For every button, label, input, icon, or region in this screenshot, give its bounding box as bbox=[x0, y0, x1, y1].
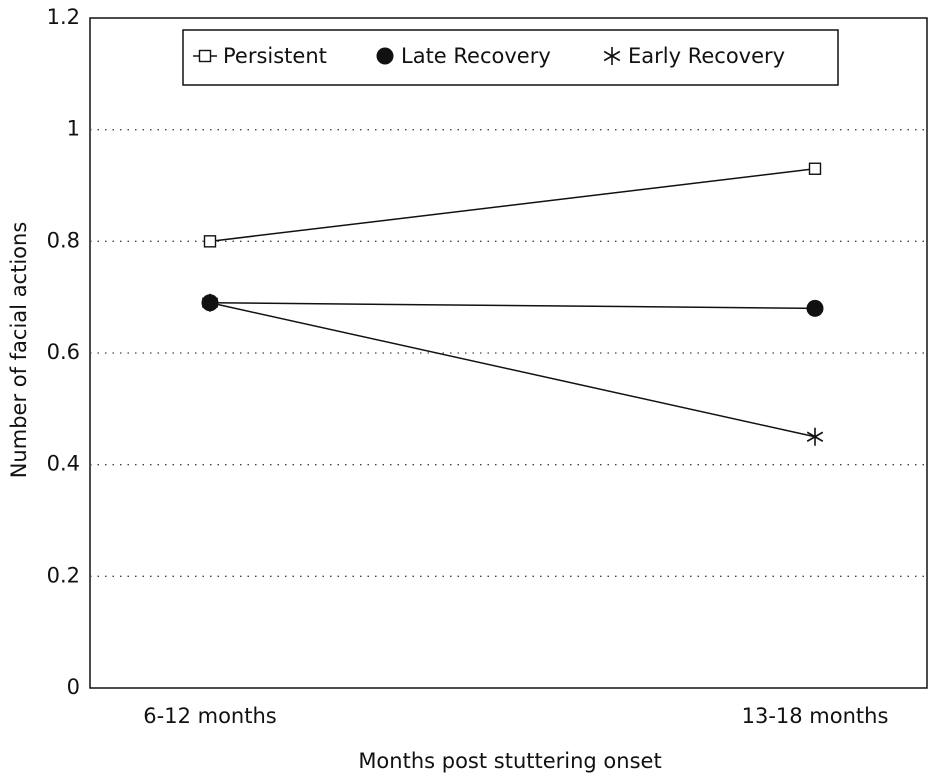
data-point bbox=[806, 427, 824, 446]
y-tick-label: 0.4 bbox=[47, 452, 80, 476]
x-tick-label: 13-18 months bbox=[742, 704, 889, 728]
data-point bbox=[203, 235, 217, 248]
legend-marker bbox=[198, 49, 212, 63]
legend-marker bbox=[603, 47, 621, 65]
y-tick-label: 1 bbox=[67, 117, 80, 141]
data-point bbox=[808, 162, 822, 175]
legend-box bbox=[182, 29, 839, 86]
y-axis-label: Number of facial actions bbox=[7, 222, 31, 479]
legend-label: Persistent bbox=[223, 44, 327, 68]
series-line bbox=[209, 302, 816, 438]
y-tick-label: 0 bbox=[67, 675, 80, 699]
x-tick-label: 6-12 months bbox=[143, 704, 276, 728]
y-tick-label: 0.6 bbox=[47, 340, 80, 364]
series-line bbox=[209, 168, 816, 243]
data-point bbox=[201, 293, 219, 312]
legend-marker bbox=[376, 47, 394, 65]
series-line bbox=[209, 302, 816, 310]
y-tick-label: 0.2 bbox=[47, 563, 80, 587]
legend-label: Late Recovery bbox=[401, 44, 551, 68]
data-point bbox=[806, 299, 824, 317]
plot-frame bbox=[89, 17, 928, 689]
x-axis-label: Months post stuttering onset bbox=[358, 749, 661, 773]
y-tick-label: 1.2 bbox=[47, 5, 80, 29]
legend-label: Early Recovery bbox=[628, 44, 785, 68]
y-tick-label: 0.8 bbox=[47, 228, 80, 252]
